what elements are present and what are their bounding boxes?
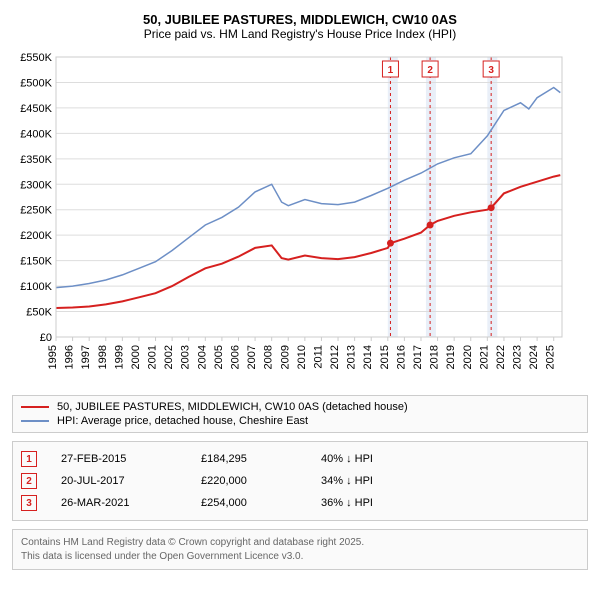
svg-text:£450K: £450K <box>20 103 52 115</box>
svg-text:£400K: £400K <box>20 128 52 140</box>
svg-text:2008: 2008 <box>263 345 275 369</box>
svg-text:2018: 2018 <box>429 345 441 369</box>
svg-text:2010: 2010 <box>296 345 308 369</box>
sale-marker: 1 <box>21 451 37 467</box>
sale-date: 27-FEB-2015 <box>61 453 201 465</box>
legend-label: 50, JUBILEE PASTURES, MIDDLEWICH, CW10 0… <box>57 401 408 413</box>
svg-text:1998: 1998 <box>97 345 109 369</box>
svg-text:2020: 2020 <box>462 345 474 369</box>
sale-date: 26-MAR-2021 <box>61 497 201 509</box>
sale-diff: 34% ↓ HPI <box>321 475 441 487</box>
legend-row: 50, JUBILEE PASTURES, MIDDLEWICH, CW10 0… <box>21 400 579 414</box>
legend-swatch <box>21 406 49 408</box>
svg-text:£500K: £500K <box>20 77 52 89</box>
svg-text:3: 3 <box>488 65 494 76</box>
svg-text:2011: 2011 <box>312 345 324 369</box>
svg-text:1999: 1999 <box>113 345 125 369</box>
svg-text:2022: 2022 <box>495 345 507 369</box>
svg-text:2004: 2004 <box>196 345 208 369</box>
svg-text:2009: 2009 <box>279 345 291 369</box>
legend: 50, JUBILEE PASTURES, MIDDLEWICH, CW10 0… <box>12 395 588 433</box>
svg-text:1997: 1997 <box>80 345 92 369</box>
legend-label: HPI: Average price, detached house, Ches… <box>57 415 308 427</box>
legend-row: HPI: Average price, detached house, Ches… <box>21 414 579 428</box>
svg-text:£550K: £550K <box>20 52 52 64</box>
svg-text:2014: 2014 <box>362 345 374 369</box>
svg-text:£200K: £200K <box>20 230 52 242</box>
sale-price: £220,000 <box>201 475 321 487</box>
svg-text:2025: 2025 <box>545 345 557 369</box>
sale-row: 1 27-FEB-2015£184,29540% ↓ HPI <box>21 448 579 470</box>
attribution-footer: Contains HM Land Registry data © Crown c… <box>12 529 588 570</box>
sale-date: 20-JUL-2017 <box>61 475 201 487</box>
svg-text:£300K: £300K <box>20 179 52 191</box>
sale-diff: 40% ↓ HPI <box>321 453 441 465</box>
svg-text:£250K: £250K <box>20 205 52 217</box>
svg-text:2000: 2000 <box>130 345 142 369</box>
sale-price: £254,000 <box>201 497 321 509</box>
footer-line-2: This data is licensed under the Open Gov… <box>21 550 579 564</box>
svg-text:2002: 2002 <box>163 345 175 369</box>
svg-text:£350K: £350K <box>20 154 52 166</box>
sale-price: £184,295 <box>201 453 321 465</box>
svg-text:2012: 2012 <box>329 345 341 369</box>
svg-text:2005: 2005 <box>213 345 225 369</box>
svg-text:£150K: £150K <box>20 256 52 268</box>
svg-text:2017: 2017 <box>412 345 424 369</box>
svg-text:£100K: £100K <box>20 281 52 293</box>
legend-swatch <box>21 420 49 422</box>
svg-text:2001: 2001 <box>147 345 159 369</box>
svg-text:2: 2 <box>427 65 433 76</box>
svg-text:2003: 2003 <box>180 345 192 369</box>
svg-text:2024: 2024 <box>528 345 540 369</box>
svg-text:1996: 1996 <box>64 345 76 369</box>
svg-text:1995: 1995 <box>47 345 59 369</box>
svg-text:£50K: £50K <box>26 307 52 319</box>
svg-text:2023: 2023 <box>512 345 524 369</box>
chart-title-block: 50, JUBILEE PASTURES, MIDDLEWICH, CW10 0… <box>12 12 588 41</box>
svg-text:2015: 2015 <box>379 345 391 369</box>
svg-text:2021: 2021 <box>478 345 490 369</box>
svg-text:2007: 2007 <box>246 345 258 369</box>
title-line-1: 50, JUBILEE PASTURES, MIDDLEWICH, CW10 0… <box>12 12 588 27</box>
sale-marker: 2 <box>21 473 37 489</box>
line-chart: £0 £50K £100K £150K £200K £250K £300K £350K £400… <box>12 47 572 387</box>
title-line-2: Price paid vs. HM Land Registry's House … <box>12 27 588 41</box>
svg-text:2019: 2019 <box>445 345 457 369</box>
sales-table: 1 27-FEB-2015£184,29540% ↓ HPI 2 20-JUL-201… <box>12 441 588 521</box>
svg-text:£0: £0 <box>40 332 52 344</box>
footer-line-1: Contains HM Land Registry data © Crown c… <box>21 536 579 550</box>
sale-row: 3 26-MAR-2021£254,00036% ↓ HPI <box>21 492 579 514</box>
svg-text:2013: 2013 <box>346 345 358 369</box>
svg-text:2016: 2016 <box>395 345 407 369</box>
chart-container: £0 £50K £100K £150K £200K £250K £300K £350K £400… <box>12 47 588 387</box>
sale-row: 2 20-JUL-2017£220,00034% ↓ HPI <box>21 470 579 492</box>
sale-diff: 36% ↓ HPI <box>321 497 441 509</box>
svg-text:2006: 2006 <box>229 345 241 369</box>
sale-marker: 3 <box>21 495 37 511</box>
svg-text:1: 1 <box>388 65 394 76</box>
